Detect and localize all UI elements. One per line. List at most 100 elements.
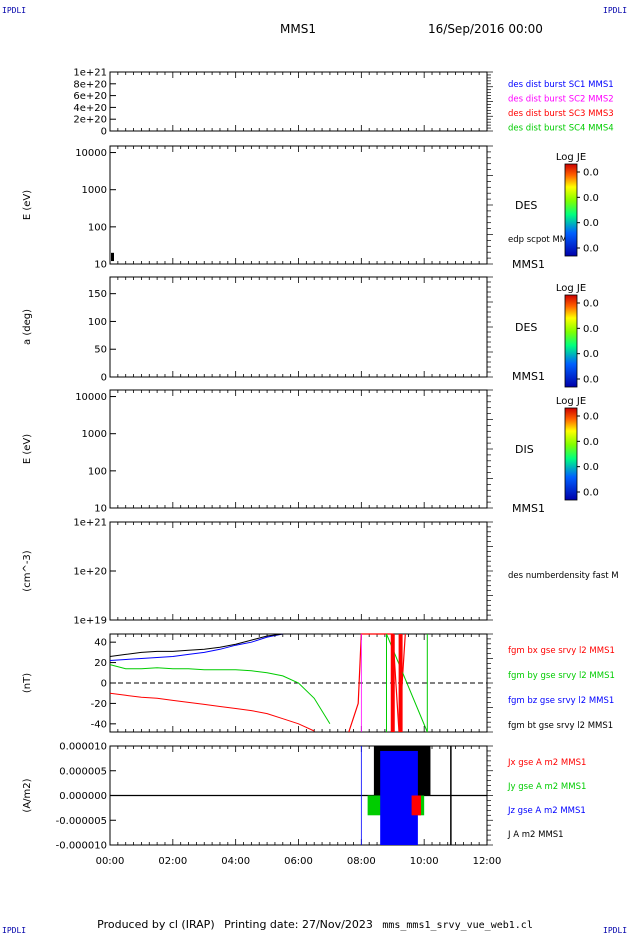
- y-tick-label-4: 1e+20: [73, 567, 107, 578]
- colorbar-tick-label-1: 0.0: [583, 218, 599, 229]
- x-tick-label: 02:00: [158, 856, 187, 867]
- current-burst: [411, 795, 422, 816]
- side-sub-dis: MMS1: [512, 502, 545, 515]
- legend-entry-burst: des dist burst SC3 MMS3: [508, 109, 614, 119]
- fgm-bx-burst: [390, 634, 395, 732]
- y-tick-label-5: 20: [94, 658, 107, 669]
- y-axis-label-3: E (eV): [22, 434, 33, 464]
- y-tick-label-0: 1e+21: [73, 68, 107, 79]
- colorbar-tick-label-1: 0.0: [583, 244, 599, 255]
- y-tick-label-0: 4e+20: [73, 103, 107, 114]
- footer: Produced by cl (IRAP) Printing date: 27/…: [0, 918, 630, 931]
- colorbar-title-2: Log JE: [556, 283, 586, 294]
- y-tick-label-5: -40: [91, 719, 107, 730]
- y-tick-label-6: 0.000010: [59, 742, 107, 753]
- colorbar-tick-label-3: 0.0: [583, 412, 599, 423]
- y-axis-label-6: (A/m2): [22, 778, 33, 812]
- y-tick-label-3: 10: [94, 504, 107, 515]
- page-title: MMS1: [280, 22, 316, 36]
- x-tick-label: 04:00: [221, 856, 250, 867]
- y-tick-label-6: 0.000005: [59, 766, 107, 777]
- y-tick-label-2: 0: [101, 373, 107, 384]
- panel-frame-2: [109, 276, 488, 378]
- y-tick-label-1: 10: [94, 260, 107, 271]
- colorbar-3: [564, 407, 578, 501]
- y-tick-label-2: 50: [94, 345, 107, 356]
- panel-frame-3: [109, 389, 488, 509]
- colorbar-tick-label-2: 0.0: [583, 299, 599, 310]
- fgm-series-line: [109, 633, 283, 661]
- y-tick-label-0: 6e+20: [73, 91, 107, 102]
- y-tick-label-5: -20: [91, 699, 107, 710]
- fgm-series-line: [109, 692, 315, 732]
- y-tick-label-5: 0: [101, 679, 107, 690]
- colorbar-tick-label-3: 0.0: [583, 462, 599, 473]
- y-axis-label-4: (cm^-3): [22, 550, 33, 591]
- y-tick-label-0: 2e+20: [73, 115, 107, 126]
- legend-entry-density: des numberdensity fast M: [508, 571, 619, 581]
- fgm-series-spike: [386, 633, 428, 733]
- y-axis-label-2: a (deg): [22, 309, 33, 345]
- printing-date: Printing date: 27/Nov/2023: [224, 918, 373, 931]
- colorbar-tick-label-1: 0.0: [583, 168, 599, 179]
- colorbar-2: [564, 294, 578, 388]
- colorbar-tick-label-1: 0.0: [583, 193, 599, 204]
- corner-label-top-right: IPDLI: [603, 6, 628, 15]
- legend-entry-current: J A m2 MMS1: [507, 830, 564, 840]
- legend-entry-burst: des dist burst SC2 MMS2: [508, 95, 614, 105]
- y-tick-label-4: 1e+21: [73, 518, 107, 529]
- y-tick-label-6: 0.000000: [59, 791, 107, 802]
- legend-entry-current: Jy gse A m2 MMS1: [507, 782, 586, 792]
- legend-entry-current: Jx gse A m2 MMS1: [507, 758, 586, 768]
- colorbar-tick-label-2: 0.0: [583, 375, 599, 386]
- side-label-dis: DIS: [515, 443, 534, 456]
- side-sub-des: MMS1: [512, 258, 545, 271]
- corner-label-bottom-right: IPDLI: [603, 926, 628, 935]
- legend-entry-current: Jz gse A m2 MMS1: [507, 806, 586, 816]
- y-tick-label-6: -0.000010: [56, 841, 107, 852]
- y-tick-label-2: 100: [88, 317, 107, 328]
- colorbar-title-3: Log JE: [556, 396, 586, 407]
- side-label-des-pa: DES: [515, 321, 537, 334]
- legend-entry-burst: des dist burst SC4 MMS4: [508, 124, 614, 134]
- y-tick-label-1: 1000: [82, 185, 107, 196]
- produced-by: Produced by cl (IRAP): [97, 918, 215, 931]
- colorbar-tick-label-3: 0.0: [583, 488, 599, 499]
- colorbar-1: [564, 163, 578, 257]
- plot-date: 16/Sep/2016 00:00: [428, 22, 543, 36]
- legend-entry-fgm: fgm bt gse srvy l2 MMS1: [508, 721, 613, 731]
- y-tick-label-0: 8e+20: [73, 79, 107, 90]
- x-tick-label: 10:00: [410, 856, 439, 867]
- corner-label-bottom-left: IPDLI: [2, 926, 27, 935]
- y-tick-label-3: 10000: [75, 392, 107, 403]
- panel-frame-0: [109, 71, 488, 132]
- colorbar-tick-label-2: 0.0: [583, 349, 599, 360]
- y-tick-label-6: -0.000005: [56, 816, 107, 827]
- file-name: mms_mms1_srvy_vue_web1.cl: [382, 920, 533, 931]
- scpot-mark: [111, 252, 114, 262]
- x-tick-label: 12:00: [473, 856, 502, 867]
- colorbar-tick-label-2: 0.0: [583, 324, 599, 335]
- x-tick-label: 08:00: [347, 856, 376, 867]
- panel-frame-4: [109, 521, 488, 621]
- y-tick-label-1: 100: [88, 222, 107, 233]
- legend-entry-fgm: fgm bz gse srvy l2 MMS1: [508, 696, 614, 706]
- legend-entry-fgm: fgm by gse srvy l2 MMS1: [508, 671, 615, 681]
- y-tick-label-3: 1000: [82, 429, 107, 440]
- x-tick-label: 06:00: [284, 856, 313, 867]
- legend-entry-fgm: fgm bx gse srvy l2 MMS1: [508, 646, 615, 656]
- y-axis-label-1: E (eV): [22, 190, 33, 220]
- y-tick-label-2: 150: [88, 289, 107, 300]
- y-tick-label-0: 0: [101, 127, 107, 138]
- fgm-series-line: [109, 633, 283, 657]
- x-tick-label: 00:00: [96, 856, 125, 867]
- y-tick-label-5: 40: [94, 638, 107, 649]
- corner-label-top-left: IPDLI: [2, 6, 27, 15]
- legend-entry-burst: des dist burst SC1 MMS1: [508, 80, 614, 90]
- panel-frame-1: [109, 145, 488, 265]
- y-tick-label-4: 1e+19: [73, 616, 107, 627]
- side-sub-des-pa: MMS1: [512, 370, 545, 383]
- fgm-bx-burst: [398, 634, 403, 732]
- colorbar-title-1: Log JE: [556, 152, 586, 163]
